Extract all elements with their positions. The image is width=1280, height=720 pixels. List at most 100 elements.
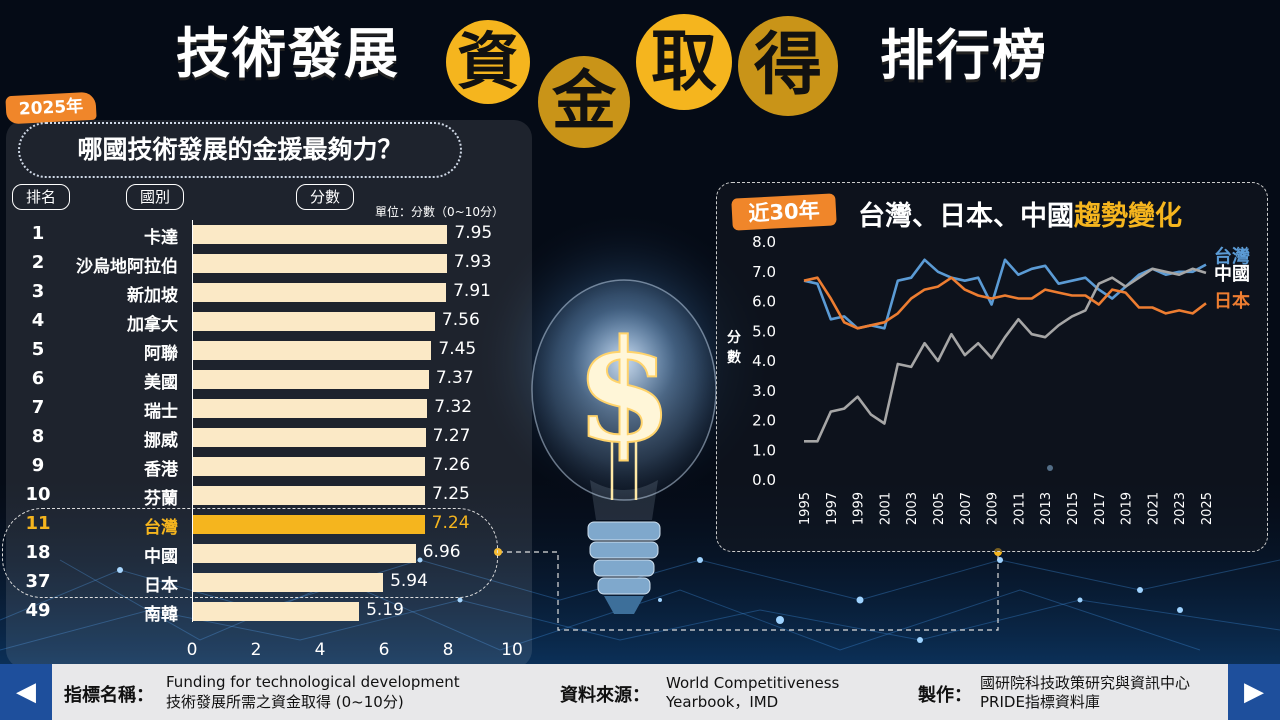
title-char-1: 資 <box>446 20 530 104</box>
country-label: 台灣 <box>144 518 178 538</box>
line-x-tick: 2007 <box>959 492 974 525</box>
country-label: 芬蘭 <box>144 489 178 509</box>
bar-香港 <box>193 457 426 476</box>
title-left: 技術發展 <box>176 22 400 85</box>
bar-value-label: 7.56 <box>441 310 480 330</box>
bar-x-tick: 10 <box>501 640 523 660</box>
line-x-tick: 2013 <box>1039 492 1054 525</box>
unit-note: 單位：分數（0~10分） <box>375 205 504 219</box>
bar-美國 <box>193 370 429 389</box>
bar-阿聯 <box>193 341 432 360</box>
rank-label: 37 <box>25 571 51 592</box>
line-y-tick: 4.0 <box>752 352 776 370</box>
line-x-tick: 2003 <box>905 492 920 525</box>
bar-value-label: 7.27 <box>432 426 471 446</box>
prev-button[interactable]: ◀ <box>0 664 52 720</box>
next-button[interactable]: ▶ <box>1228 664 1280 720</box>
bar-中國 <box>193 544 416 563</box>
bar-value-label: 5.19 <box>366 600 404 620</box>
bar-value-label: 7.25 <box>432 484 470 504</box>
svg-text:$: $ <box>575 310 672 474</box>
series-line-台灣 <box>803 258 1207 330</box>
highlight-box <box>2 508 498 598</box>
line-x-tick: 1997 <box>825 492 840 525</box>
country-label: 挪威 <box>144 431 178 451</box>
line-x-tick: 2019 <box>1120 492 1135 525</box>
bar-日本 <box>193 573 384 592</box>
rank-header: 排名 <box>12 184 70 210</box>
prev-arrow-icon: ◀ <box>16 677 36 707</box>
country-label: 沙烏地阿拉伯 <box>76 257 178 277</box>
bar-value-label: 7.32 <box>434 397 473 417</box>
bar-瑞士 <box>193 399 428 418</box>
country-label: 加拿大 <box>127 315 178 335</box>
rank-label: 11 <box>25 513 51 534</box>
line-y-tick: 5.0 <box>752 322 776 340</box>
maker-line-2: PRIDE指標資料庫 <box>980 693 1100 711</box>
line-x-tick: 2011 <box>1012 492 1027 525</box>
bar-x-tick: 0 <box>186 640 198 660</box>
line-x-tick: 2023 <box>1173 492 1188 525</box>
bar-axis-line <box>192 220 193 622</box>
country-label: 日本 <box>144 576 178 596</box>
rank-label: 10 <box>25 484 51 505</box>
bar-南韓 <box>193 602 360 621</box>
page-title: 技術發展 資 金 取 得 排行榜 <box>0 14 1280 148</box>
rank-label: 2 <box>31 252 45 273</box>
bar-台灣 <box>193 515 425 534</box>
line-y-tick: 7.0 <box>752 263 776 281</box>
trend-ylabel: 分數 <box>727 330 741 366</box>
series-label-中國: 中國 <box>1214 263 1250 285</box>
footer-bar: ◀ 指標名稱： Funding for technological develo… <box>0 664 1280 720</box>
rank-label: 4 <box>31 310 45 331</box>
bar-卡達 <box>193 225 448 244</box>
rank-label: 8 <box>31 426 45 447</box>
bar-value-label: 7.93 <box>453 252 492 272</box>
rank-label: 3 <box>31 281 45 302</box>
source-line-2: Yearbook，IMD <box>666 693 779 711</box>
bar-value-label: 6.96 <box>422 542 461 562</box>
bar-value-label: 7.37 <box>435 368 474 388</box>
bar-value-label: 7.91 <box>453 281 491 301</box>
bar-value-label: 7.24 <box>431 513 470 533</box>
source-line-1: World Competitiveness <box>666 674 840 692</box>
series-line-日本 <box>803 276 1207 330</box>
line-y-tick: 6.0 <box>752 293 776 311</box>
bar-x-tick: 8 <box>442 640 454 660</box>
line-x-tick: 1999 <box>852 492 867 525</box>
series-label-台灣: 台灣 <box>1214 245 1250 267</box>
trend-title: 台灣、日本、中國趨勢變化 <box>858 194 1182 233</box>
rank-label: 9 <box>31 455 45 476</box>
maker-label: 製作： <box>918 685 972 706</box>
line-x-tick: 1995 <box>798 492 813 525</box>
rank-label: 18 <box>25 542 51 563</box>
line-y-tick: 1.0 <box>752 441 776 459</box>
country-label: 中國 <box>144 547 178 567</box>
bar-value-label: 7.95 <box>454 223 493 243</box>
line-x-tick: 2015 <box>1066 492 1081 525</box>
indicator-label: 指標名稱： <box>64 685 154 706</box>
source-label: 資料來源： <box>560 685 650 706</box>
title-right: 排行榜 <box>880 24 1048 87</box>
trend-title-accent: 趨勢變化 <box>1074 201 1182 232</box>
title-char-3: 取 <box>636 14 732 110</box>
line-x-tick: 2001 <box>878 492 893 525</box>
trend-line-chart: 8.0 7.0 6.0 5.0 4.0 3.0 2.0 1.0 0.0 1995 1997 1999 2… <box>752 233 1250 525</box>
series-label-日本: 日本 <box>1214 290 1250 312</box>
bar-挪威 <box>193 428 426 447</box>
country-header: 國別 <box>126 184 184 210</box>
rank-label: 7 <box>31 397 45 418</box>
line-y-tick: 3.0 <box>752 382 776 400</box>
line-y-tick: 8.0 <box>752 233 776 251</box>
trend-title-main: 台灣、日本、中國 <box>858 201 1074 232</box>
line-x-tick: 2021 <box>1146 492 1161 525</box>
line-x-tick: 2017 <box>1093 492 1108 525</box>
bar-x-tick: 2 <box>250 640 262 660</box>
bar-加拿大 <box>193 312 435 331</box>
bar-value-label: 5.94 <box>390 571 428 591</box>
country-label: 新加坡 <box>127 286 178 306</box>
question-heading: 哪國技術發展的金援最夠力？ <box>18 122 462 178</box>
indicator-name-zh: 技術發展所需之資金取得 (0~10分) <box>166 693 404 711</box>
line-x-tick: 2005 <box>932 492 947 525</box>
maker-line-1: 國研院科技政策研究與資訊中心 <box>980 674 1191 692</box>
